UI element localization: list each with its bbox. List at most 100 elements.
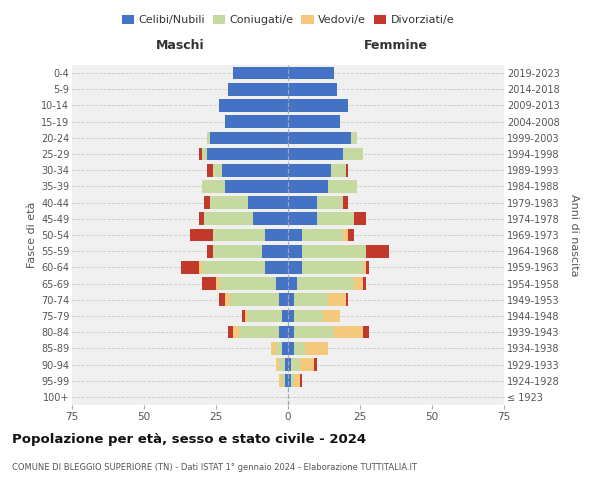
Bar	[366, 245, 389, 258]
Bar	[363, 326, 368, 338]
Bar	[294, 310, 323, 322]
Bar	[216, 278, 219, 290]
Bar	[219, 294, 224, 306]
Bar	[288, 99, 349, 112]
Bar	[224, 116, 288, 128]
Bar	[288, 326, 294, 338]
Bar	[363, 261, 366, 274]
Bar	[199, 261, 202, 274]
Bar	[291, 358, 299, 371]
Bar	[288, 67, 334, 80]
Bar	[224, 294, 230, 306]
Bar	[288, 228, 302, 241]
Bar	[288, 245, 302, 258]
Bar	[181, 261, 199, 274]
Bar	[213, 245, 262, 258]
Bar	[205, 196, 210, 209]
Bar	[199, 212, 205, 225]
Bar	[343, 228, 349, 241]
Bar	[343, 196, 349, 209]
Bar	[233, 326, 239, 338]
Bar	[280, 326, 288, 338]
Bar	[202, 278, 216, 290]
Bar	[288, 180, 328, 192]
Bar	[219, 99, 288, 112]
Bar	[331, 164, 346, 176]
Bar	[352, 132, 357, 144]
Bar	[208, 164, 213, 176]
Bar	[288, 310, 294, 322]
Legend: Celibi/Nubili, Coniugati/e, Vedovi/e, Divorziati/e: Celibi/Nubili, Coniugati/e, Vedovi/e, Di…	[122, 15, 454, 26]
Bar	[239, 326, 280, 338]
Bar	[299, 358, 314, 371]
Bar	[294, 294, 328, 306]
Bar	[288, 278, 296, 290]
Bar	[271, 342, 277, 354]
Bar	[294, 342, 305, 354]
Text: Popolazione per età, sesso e stato civile - 2024: Popolazione per età, sesso e stato civil…	[12, 432, 366, 446]
Bar	[317, 212, 354, 225]
Text: COMUNE DI BLEGGIO SUPERIORE (TN) - Dati ISTAT 1° gennaio 2024 - Elaborazione TUT: COMUNE DI BLEGGIO SUPERIORE (TN) - Dati …	[12, 462, 417, 471]
Bar	[213, 164, 222, 176]
Bar	[277, 342, 282, 354]
Bar	[208, 245, 213, 258]
Bar	[208, 132, 210, 144]
Bar	[288, 342, 294, 354]
Bar	[245, 310, 248, 322]
Bar	[346, 294, 349, 306]
Bar	[291, 374, 294, 387]
Bar	[363, 278, 366, 290]
Bar	[202, 180, 224, 192]
Bar	[205, 212, 253, 225]
Bar	[288, 196, 317, 209]
Bar	[302, 228, 343, 241]
Bar	[248, 310, 282, 322]
Bar	[202, 261, 265, 274]
Bar	[288, 164, 331, 176]
Bar	[265, 261, 288, 274]
Bar	[202, 148, 208, 160]
Bar	[233, 67, 288, 80]
Bar	[288, 83, 337, 96]
Bar	[282, 342, 288, 354]
Bar	[305, 342, 328, 354]
Y-axis label: Anni di nascita: Anni di nascita	[569, 194, 579, 276]
Text: Femmine: Femmine	[364, 40, 428, 52]
Bar	[280, 294, 288, 306]
Bar	[282, 374, 285, 387]
Bar	[227, 326, 233, 338]
Bar	[354, 212, 366, 225]
Bar	[285, 358, 288, 371]
Bar	[328, 294, 346, 306]
Text: Maschi: Maschi	[155, 40, 205, 52]
Bar	[280, 358, 285, 371]
Bar	[285, 374, 288, 387]
Bar	[248, 196, 288, 209]
Bar	[222, 164, 288, 176]
Bar	[277, 278, 288, 290]
Bar	[242, 310, 245, 322]
Bar	[299, 374, 302, 387]
Bar	[288, 261, 302, 274]
Bar	[288, 358, 291, 371]
Bar	[280, 374, 282, 387]
Bar	[224, 180, 288, 192]
Bar	[334, 326, 363, 338]
Bar	[288, 116, 340, 128]
Bar	[253, 212, 288, 225]
Bar	[354, 278, 363, 290]
Bar	[314, 358, 317, 371]
Bar	[210, 132, 288, 144]
Bar	[288, 132, 352, 144]
Y-axis label: Fasce di età: Fasce di età	[26, 202, 37, 268]
Bar	[294, 326, 334, 338]
Bar	[317, 196, 343, 209]
Bar	[282, 310, 288, 322]
Bar	[288, 212, 317, 225]
Bar	[227, 83, 288, 96]
Bar	[262, 245, 288, 258]
Bar	[208, 148, 288, 160]
Bar	[288, 294, 294, 306]
Bar	[230, 294, 280, 306]
Bar	[302, 245, 366, 258]
